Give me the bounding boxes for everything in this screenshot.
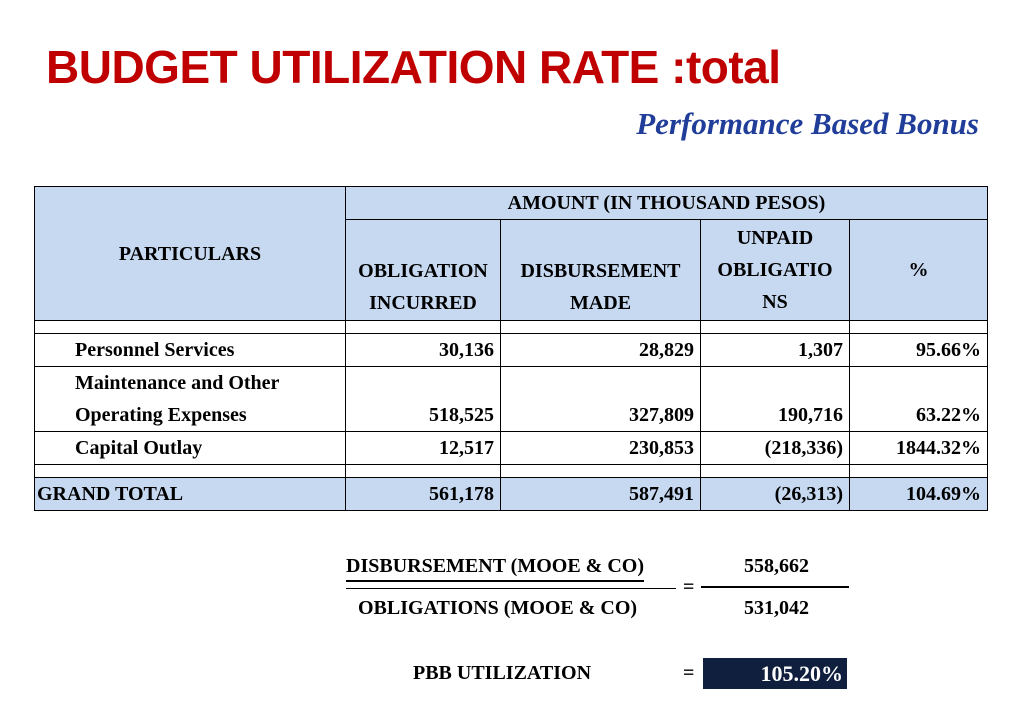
result-equals-sign: =: [683, 662, 695, 684]
unpaid-value: (218,336): [700, 431, 850, 465]
total-disbursement-value: 587,491: [500, 477, 701, 511]
percent-value: 63.22%: [849, 366, 988, 432]
unpaid-value: 1,307: [700, 333, 850, 367]
unpaid-header-line3: NS: [762, 291, 788, 313]
grand-total-label: GRAND TOTAL: [34, 477, 346, 511]
page-title: BUDGET UTILIZATION RATE :total: [46, 41, 781, 93]
disbursement-header: DISBURSEMENT MADE: [500, 219, 701, 321]
row-label: Personnel Services: [34, 333, 346, 367]
row-label-line2: Operating Expenses: [75, 404, 247, 426]
result-value: 105.20%: [703, 658, 847, 689]
total-obligation-value: 561,178: [345, 477, 501, 511]
budget-table: PARTICULARS AMOUNT (IN THOUSAND PESOS) O…: [34, 186, 988, 511]
fraction-line: [346, 588, 676, 589]
unpaid-header-line2: OBLIGATIO: [717, 259, 833, 281]
unpaid-value: 190,716: [700, 366, 850, 432]
value-fraction-line: [701, 586, 849, 588]
disbursement-value: 28,829: [500, 333, 701, 367]
spacer-row: [34, 464, 988, 478]
percent-header: %: [849, 219, 988, 321]
row-label: Maintenance and Other Operating Expenses: [34, 366, 346, 432]
amount-header: AMOUNT (IN THOUSAND PESOS): [345, 186, 988, 220]
table-header-row: PARTICULARS AMOUNT (IN THOUSAND PESOS): [34, 186, 988, 321]
spacer-row: [34, 320, 988, 334]
obligation-header-line2: INCURRED: [369, 292, 477, 314]
total-percent-value: 104.69%: [849, 477, 988, 511]
table-subheader-row: OBLIGATION INCURRED DISBURSEMENT MADE UN…: [35, 219, 988, 321]
grand-total-row: GRAND TOTAL 561,178 587,491 (26,313) 104…: [34, 477, 988, 511]
page-subtitle: Performance Based Bonus: [636, 106, 979, 141]
row-label-line1: Maintenance and Other: [75, 372, 280, 394]
particulars-header: PARTICULARS: [34, 186, 346, 321]
row-label: Capital Outlay: [34, 431, 346, 465]
percent-value: 95.66%: [849, 333, 988, 367]
denominator-label: OBLIGATIONS (MOOE & CO): [358, 597, 638, 619]
disbursement-value: 230,853: [500, 431, 701, 465]
disbursement-header-line2: MADE: [569, 292, 632, 314]
result-label: PBB UTILIZATION: [413, 662, 592, 684]
table-row: Capital Outlay 12,517 230,853 (218,336) …: [34, 431, 988, 465]
obligation-value: 30,136: [345, 333, 501, 367]
numerator-value: 558,662: [744, 555, 809, 577]
unpaid-header-line1: UNPAID: [736, 227, 814, 249]
obligation-header: OBLIGATION INCURRED: [345, 219, 501, 321]
unpaid-header: UNPAID OBLIGATIO NS: [700, 219, 850, 321]
numerator-label: DISBURSEMENT (MOOE & CO): [346, 555, 644, 582]
disbursement-value: 327,809: [500, 366, 701, 432]
obligation-header-line1: OBLIGATION: [358, 260, 488, 282]
denominator-value: 531,042: [744, 597, 809, 619]
obligation-value: 12,517: [345, 431, 501, 465]
obligation-value: 518,525: [345, 366, 501, 432]
total-unpaid-value: (26,313): [700, 477, 850, 511]
table-row: Personnel Services 30,136 28,829 1,307 9…: [34, 333, 988, 367]
percent-value: 1844.32%: [849, 431, 988, 465]
equals-sign: =: [683, 576, 695, 598]
disbursement-header-line1: DISBURSEMENT: [520, 260, 681, 282]
table-row: Maintenance and Other Operating Expenses…: [34, 366, 988, 432]
